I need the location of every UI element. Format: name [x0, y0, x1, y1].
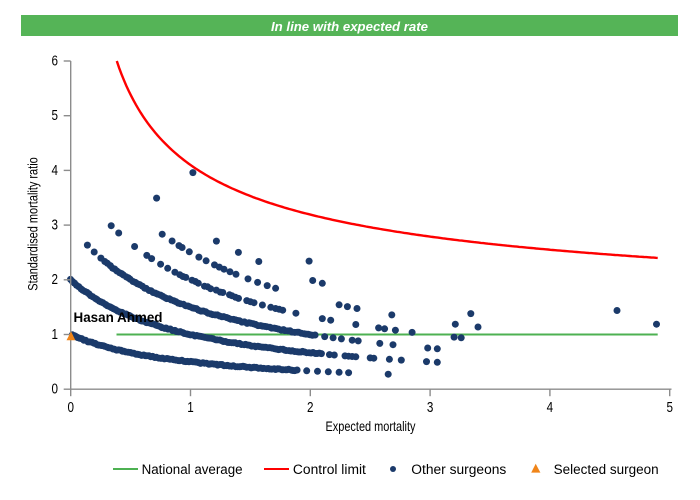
svg-text:1: 1	[52, 327, 59, 343]
svg-text:National average: National average	[142, 462, 243, 477]
svg-text:In line with expected rate: In line with expected rate	[271, 19, 428, 34]
svg-text:Standardised mortality ratio: Standardised mortality ratio	[25, 157, 41, 291]
svg-text:1: 1	[187, 400, 194, 416]
svg-text:0: 0	[52, 382, 59, 398]
svg-text:Hasan Ahmed: Hasan Ahmed	[74, 309, 163, 325]
svg-text:2: 2	[307, 400, 314, 416]
svg-text:Selected surgeon: Selected surgeon	[554, 462, 659, 477]
svg-text:3: 3	[52, 218, 59, 234]
svg-text:3: 3	[427, 400, 434, 416]
svg-text:4: 4	[52, 163, 59, 179]
svg-text:Other surgeons: Other surgeons	[411, 462, 506, 477]
svg-text:4: 4	[547, 400, 554, 416]
svg-text:6: 6	[52, 53, 59, 69]
svg-text:2: 2	[52, 272, 59, 288]
svg-text:5: 5	[52, 108, 59, 124]
svg-text:5: 5	[666, 400, 673, 416]
svg-text:Expected mortality: Expected mortality	[326, 418, 416, 434]
svg-text:0: 0	[67, 400, 74, 416]
svg-text:Control limit: Control limit	[293, 462, 366, 477]
